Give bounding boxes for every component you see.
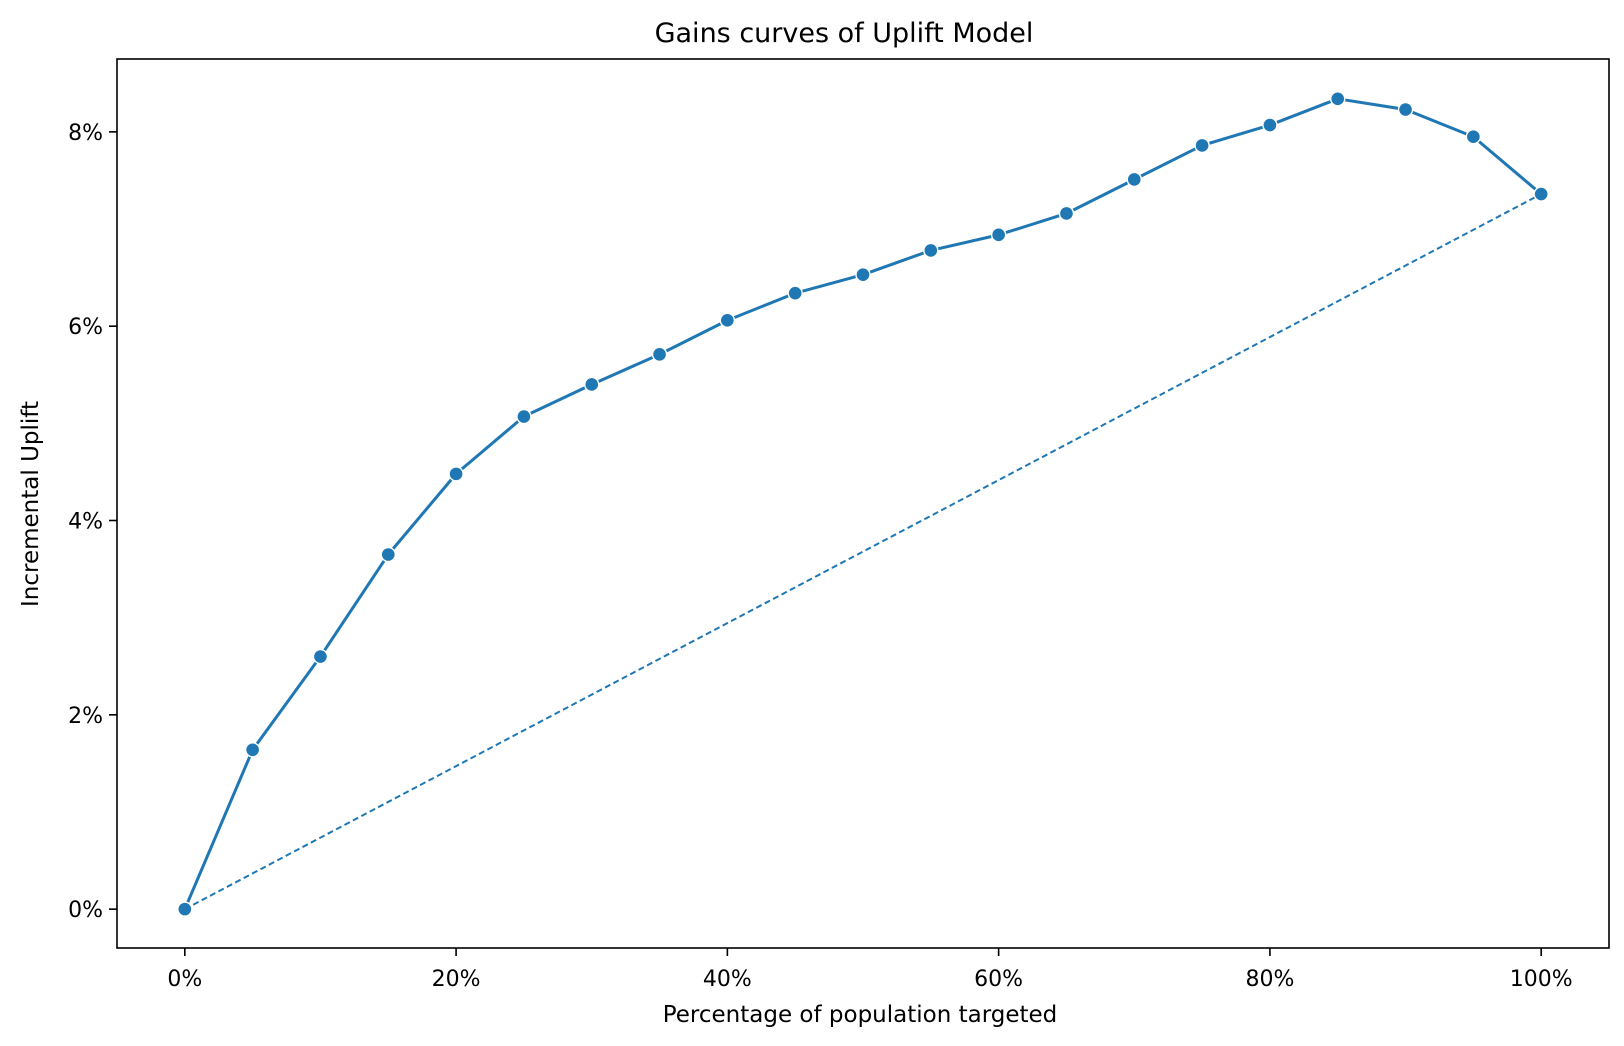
gains-curve-point (719, 312, 736, 329)
y-tick-label: 0% (68, 898, 103, 923)
gains-curve-point (244, 742, 261, 758)
x-tick-label: 80% (1245, 967, 1294, 992)
gains-curve-point (312, 648, 329, 665)
gains-curve-point (1262, 117, 1278, 133)
x-tick-label: 40% (703, 967, 752, 992)
gains-curve-point (584, 376, 600, 393)
x-axis-label: Percentage of population targeted (663, 1002, 1058, 1028)
gains-curve-point (516, 408, 532, 425)
y-tick-label: 8% (68, 121, 103, 146)
gains-curve-point (1126, 171, 1142, 188)
gains-curve-line (183, 97, 1543, 910)
y-tick-label: 2% (68, 704, 103, 729)
gains-curve-point (1533, 186, 1549, 202)
x-tick-label: 20% (432, 967, 481, 992)
y-axis-label: Incremental Uplift (18, 401, 44, 607)
gains-curve-point (177, 901, 193, 917)
x-tick-label: 60% (974, 967, 1023, 992)
x-axis: 0% 20% 40% 60% 80% 100% (167, 948, 1573, 992)
gains-curve-point (787, 285, 803, 301)
y-tick-label: 4% (68, 510, 103, 535)
chart-title: Gains curves of Uplift Model (655, 18, 1034, 49)
plot-frame (116, 58, 1610, 949)
gains-curve-point (1194, 137, 1210, 154)
gains-curve-point (1465, 129, 1482, 145)
y-tick-label: 6% (68, 315, 103, 340)
gains-curve-point (855, 266, 871, 283)
plot-area (177, 91, 1549, 917)
gains-curve-point (380, 546, 396, 563)
baseline-dashed-line (184, 193, 1542, 911)
gains-curve-point (448, 466, 464, 482)
y-axis: 0% 2% 4% 6% 8% (68, 121, 117, 923)
x-tick-label: 100% (1510, 967, 1573, 992)
gains-curve-point (651, 346, 668, 363)
gains-curve-point (990, 227, 1007, 243)
gains-curve-point (1330, 91, 1346, 107)
x-tick-label: 0% (167, 967, 202, 992)
gains-curve-point (923, 242, 939, 259)
gains-curve-point (1397, 101, 1414, 118)
gains-curve-point (1058, 205, 1075, 222)
